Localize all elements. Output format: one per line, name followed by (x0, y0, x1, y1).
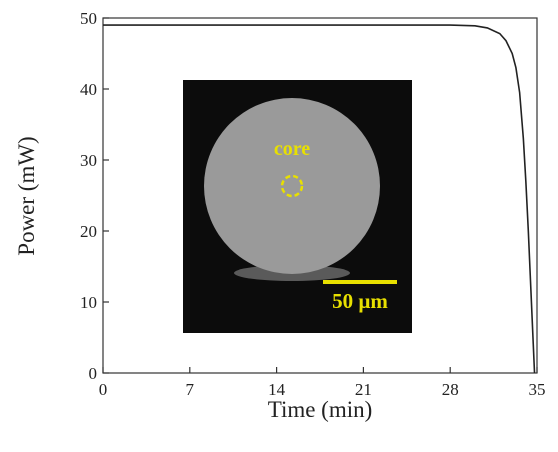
plot-frame (102, 17, 538, 374)
core-label: core (274, 138, 310, 160)
y-tick-label: 10 (80, 293, 97, 312)
y-tick-label: 40 (80, 80, 97, 99)
x-tick-label: 28 (442, 380, 459, 399)
y-tick-label: 30 (80, 151, 97, 170)
x-tick-label: 0 (99, 380, 108, 399)
x-tick-label: 21 (355, 380, 372, 399)
fiber-cladding (204, 98, 380, 274)
x-tick-label: 7 (186, 380, 195, 399)
x-axis-title: Time (min) (268, 397, 373, 422)
x-tick-label: 14 (268, 380, 286, 399)
data-line (103, 24, 536, 374)
y-tick-label: 50 (80, 9, 97, 28)
y-axis-title: Power (mW) (14, 136, 39, 255)
core-marker (280, 174, 304, 198)
x-tick-label: 35 (529, 380, 546, 399)
y-tick-label: 20 (80, 222, 97, 241)
y-tick-label: 0 (89, 364, 98, 383)
inset-image: core 50 µm (183, 80, 412, 333)
scale-bar-label: 50 µm (332, 289, 388, 313)
